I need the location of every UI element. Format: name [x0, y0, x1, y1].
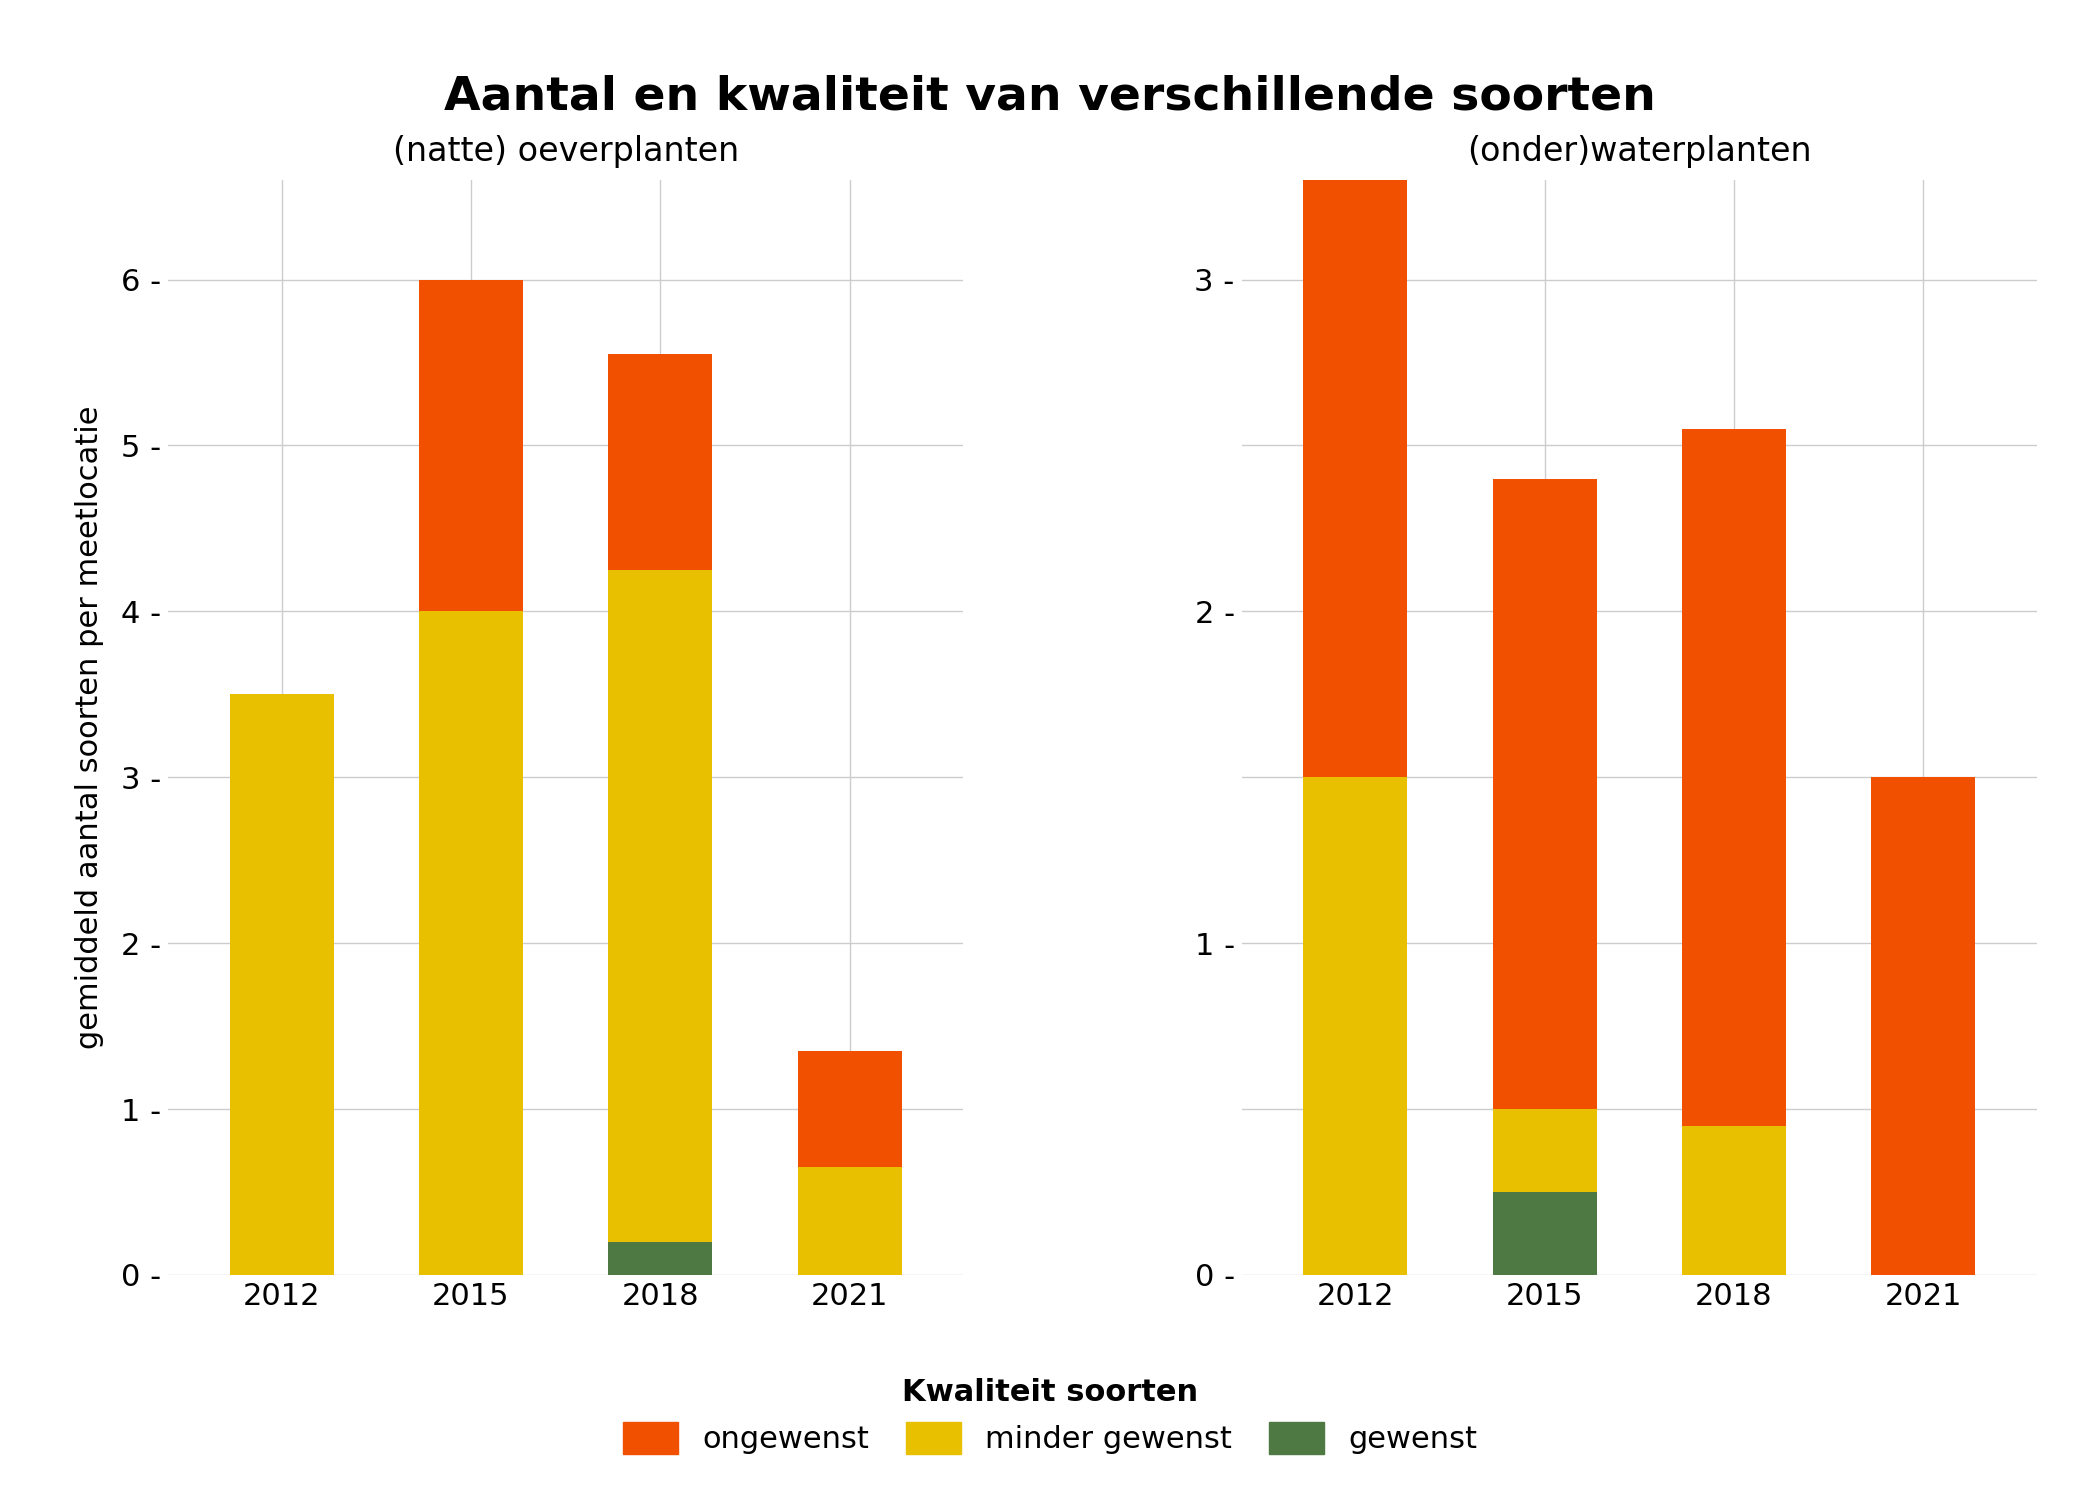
Y-axis label: gemiddeld aantal soorten per meetlocatie: gemiddeld aantal soorten per meetlocatie [76, 406, 105, 1050]
Bar [418, 279, 523, 612]
Bar [609, 570, 712, 1242]
Title: (onder)waterplanten: (onder)waterplanten [1468, 135, 1812, 168]
Bar [1682, 429, 1787, 1125]
Bar [609, 1242, 712, 1275]
Bar [798, 1167, 901, 1275]
Bar [798, 1052, 901, 1167]
Bar [609, 354, 712, 570]
Bar [229, 694, 334, 1275]
Text: Aantal en kwaliteit van verschillende soorten: Aantal en kwaliteit van verschillende so… [443, 75, 1657, 120]
Bar [1871, 777, 1976, 1275]
Bar [1682, 1125, 1787, 1275]
Bar [1493, 1192, 1596, 1275]
Bar [1493, 478, 1596, 1108]
Title: (natte) oeverplanten: (natte) oeverplanten [393, 135, 739, 168]
Bar [1304, 0, 1407, 777]
Legend: ongewenst, minder gewenst, gewenst: ongewenst, minder gewenst, gewenst [607, 1364, 1493, 1470]
Bar [418, 612, 523, 1275]
Bar [1304, 777, 1407, 1275]
Bar [1493, 1108, 1596, 1192]
